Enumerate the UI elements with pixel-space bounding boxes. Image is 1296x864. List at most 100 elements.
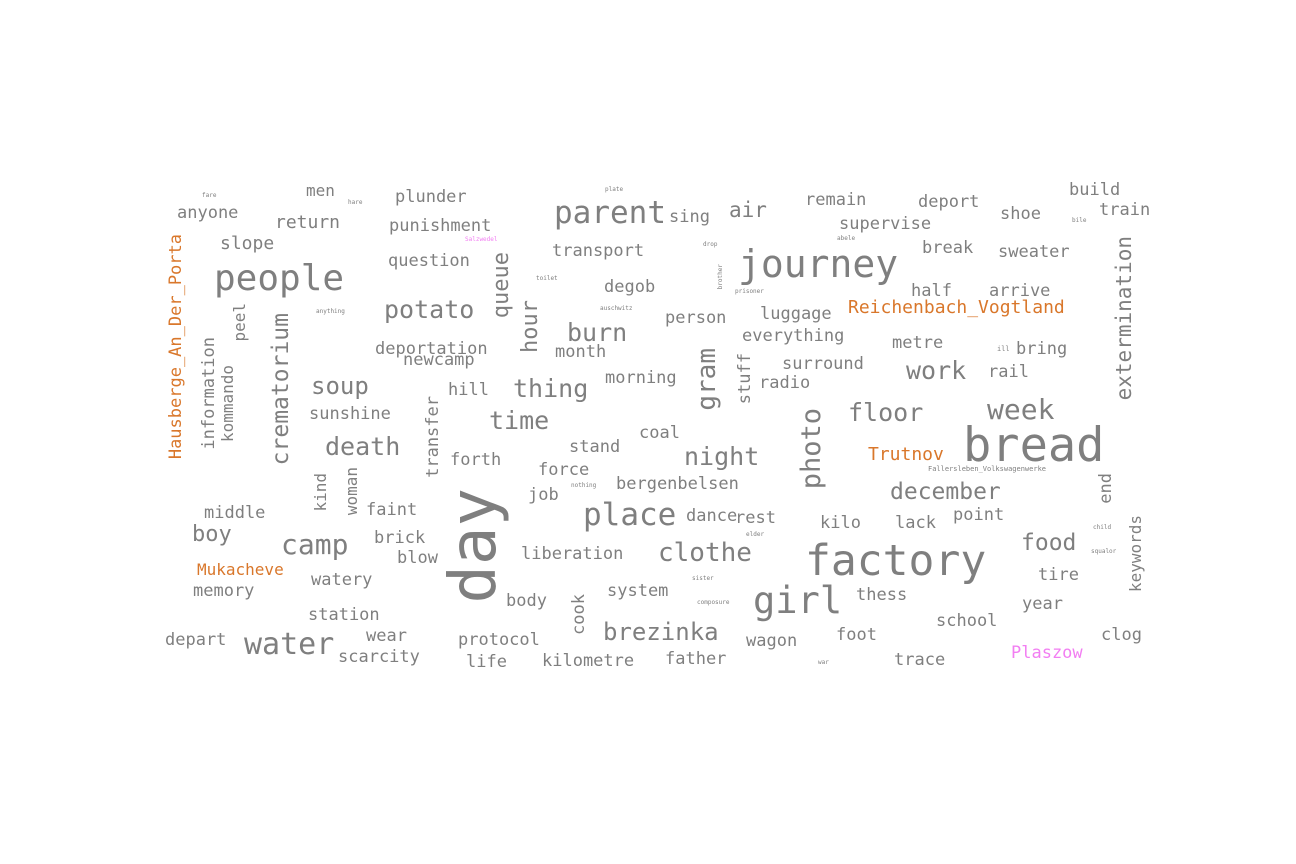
cloud-word: protocol <box>458 630 540 650</box>
cloud-word: sweater <box>998 242 1070 262</box>
cloud-word: hill <box>448 380 489 400</box>
cloud-word: food <box>1021 530 1077 556</box>
cloud-word: slope <box>220 233 275 254</box>
cloud-word: sunshine <box>309 404 391 424</box>
cloud-word: floor <box>848 398 924 427</box>
cloud-word: war <box>818 659 829 666</box>
cloud-word: scarcity <box>338 647 420 667</box>
cloud-word: Fallersleben_Volkswagenwerke <box>928 465 1047 473</box>
cloud-word: station <box>308 605 380 625</box>
cloud-word: child <box>1093 524 1112 531</box>
cloud-word: brezinka <box>603 618 719 646</box>
cloud-word: coal <box>639 423 680 443</box>
cloud-word: bread <box>963 418 1105 473</box>
cloud-word: water <box>244 627 335 662</box>
cloud-word: hare <box>348 199 363 206</box>
cloud-word: night <box>684 442 760 471</box>
cloud-word: peel <box>230 303 249 342</box>
cloud-word: fare <box>202 192 217 199</box>
cloud-word: bergenbelsen <box>616 474 739 494</box>
cloud-word: girl <box>753 579 843 622</box>
cloud-word: brick <box>374 528 426 548</box>
cloud-word: wear <box>366 626 407 646</box>
cloud-word: clog <box>1101 625 1142 645</box>
cloud-word: drop <box>703 241 718 248</box>
cloud-word: deportation <box>375 339 488 359</box>
cloud-word: composure <box>697 599 730 606</box>
cloud-word: point <box>953 505 1005 525</box>
cloud-word: rest <box>735 508 776 528</box>
cloud-word: father <box>665 649 727 669</box>
cloud-word: squalor <box>1091 548 1117 555</box>
cloud-word: liberation <box>521 544 624 564</box>
cloud-word: Trutnov <box>868 444 944 465</box>
cloud-word: work <box>906 356 967 385</box>
cloud-word: gram <box>692 348 722 411</box>
cloud-word: system <box>607 581 669 601</box>
cloud-word: memory <box>193 581 255 601</box>
cloud-word: body <box>506 591 547 611</box>
cloud-word: abele <box>837 235 856 242</box>
cloud-word: brother <box>717 264 724 290</box>
cloud-word: middle <box>204 503 266 523</box>
cloud-word: kind <box>311 473 330 512</box>
cloud-word: death <box>325 432 401 461</box>
cloud-word: trace <box>894 650 946 670</box>
cloud-word: end <box>1096 473 1116 504</box>
cloud-word: stuff <box>735 353 755 405</box>
cloud-word: blow <box>397 548 438 568</box>
cloud-word: air <box>729 198 767 222</box>
cloud-word: auschwitz <box>600 305 633 312</box>
cloud-word: metre <box>892 333 944 353</box>
cloud-word: foot <box>836 625 877 645</box>
cloud-word: everything <box>742 326 845 346</box>
cloud-word: degob <box>604 277 656 297</box>
cloud-word: information <box>199 337 219 450</box>
cloud-word: clothe <box>658 538 752 568</box>
cloud-word: dance <box>686 506 738 526</box>
cloud-word: Plaszow <box>1011 643 1083 663</box>
cloud-word: year <box>1022 594 1063 614</box>
cloud-word: rail <box>988 362 1029 382</box>
cloud-word: keywords <box>1126 515 1145 593</box>
cloud-word: people <box>214 258 345 299</box>
cloud-word: luggage <box>760 304 832 324</box>
cloud-word: thess <box>856 585 908 605</box>
cloud-word: anyone <box>177 203 239 223</box>
cloud-word: ill <box>997 345 1010 353</box>
cloud-word: men <box>306 181 335 200</box>
cloud-word: school <box>936 611 998 631</box>
cloud-word: Reichenbach_Vogtland <box>848 297 1065 318</box>
cloud-word: week <box>987 393 1055 426</box>
cloud-word: parent <box>554 195 666 231</box>
cloud-word: train <box>1099 200 1151 220</box>
cloud-word: radio <box>759 373 811 393</box>
cloud-word: soup <box>311 372 369 400</box>
cloud-word: force <box>538 460 590 480</box>
cloud-word: depart <box>165 630 227 650</box>
cloud-word: kilo <box>820 513 861 533</box>
cloud-word: break <box>922 238 974 258</box>
cloud-word: time <box>489 406 550 435</box>
cloud-word: watery <box>311 570 373 590</box>
cloud-word: morning <box>605 368 677 388</box>
cloud-word: queue <box>489 252 514 319</box>
cloud-word: life <box>466 652 507 672</box>
cloud-word: transfer <box>423 396 443 478</box>
cloud-word: person <box>665 308 727 328</box>
cloud-word: surround <box>782 354 864 374</box>
cloud-word: kommando <box>218 365 237 443</box>
cloud-word: supervise <box>839 214 932 234</box>
cloud-word: deport <box>918 192 980 212</box>
cloud-word: Mukacheve <box>197 560 284 579</box>
cloud-word: journey <box>738 242 899 286</box>
cloud-word: hour <box>518 300 543 353</box>
cloud-word: elder <box>746 531 765 538</box>
cloud-word: newcamp <box>403 350 475 370</box>
cloud-word: burn <box>567 318 628 347</box>
cloud-word: toilet <box>536 275 558 282</box>
cloud-word: punishment <box>389 216 492 236</box>
cloud-word: faint <box>366 500 418 520</box>
cloud-word: place <box>583 497 677 533</box>
